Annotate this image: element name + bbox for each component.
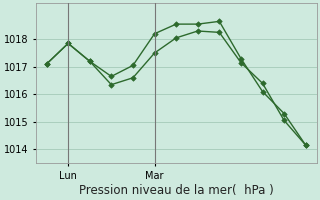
X-axis label: Pression niveau de la mer(  hPa ): Pression niveau de la mer( hPa ) bbox=[79, 184, 274, 197]
